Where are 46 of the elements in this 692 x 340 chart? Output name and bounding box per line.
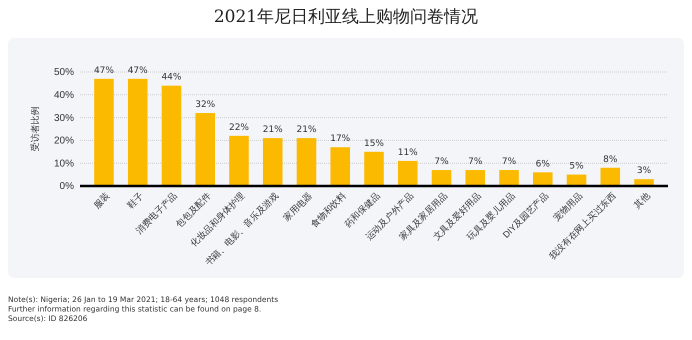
data-label: 7% [468,157,483,168]
bar [296,138,316,186]
data-label: 22% [228,122,250,133]
data-label: 44% [161,72,182,83]
data-label: 32% [195,100,216,110]
y-tick-label: 20% [54,136,74,147]
y-tick-label: 50% [54,67,74,78]
y-tick-label: 10% [54,158,74,170]
data-label: 21% [262,125,284,136]
data-label: 47% [94,66,114,76]
data-label: 17% [330,134,351,144]
data-label: 11% [398,148,418,158]
data-label: 15% [364,138,384,149]
bar [532,172,553,186]
bar [94,78,114,186]
data-label: 7% [434,157,450,168]
bar [499,170,519,186]
bar [634,179,654,186]
bar [229,136,249,186]
data-label: 3% [636,166,652,176]
data-label: 7% [502,157,517,168]
y-tick-label: 0% [60,181,74,192]
bar [432,170,452,186]
x-tick-label: 服装 [92,190,112,210]
bar [600,168,620,186]
data-label: 21% [296,125,317,136]
x-tick-label: 其他 [632,190,652,210]
bar [262,138,283,186]
y-tick-label: 30% [54,112,74,124]
bar [566,174,586,186]
bar [364,152,384,186]
bar [162,86,182,186]
y-tick-label: 40% [54,90,74,101]
x-tick-label: 宠物用品 [552,190,584,223]
data-label: 6% [536,159,550,170]
bar [195,113,216,186]
bar [330,147,350,186]
y-axis-title: 受访者比例 [30,106,41,152]
data-label: 47% [128,66,148,76]
data-label: 5% [569,162,584,172]
bar [465,170,486,186]
data-label: 8% [603,154,618,165]
bar [128,78,148,186]
x-tick-label: 鞋子 [125,190,146,210]
chart-title: 2021年尼日利亚线上购物问卷情况 [214,7,478,27]
bar [398,160,418,186]
